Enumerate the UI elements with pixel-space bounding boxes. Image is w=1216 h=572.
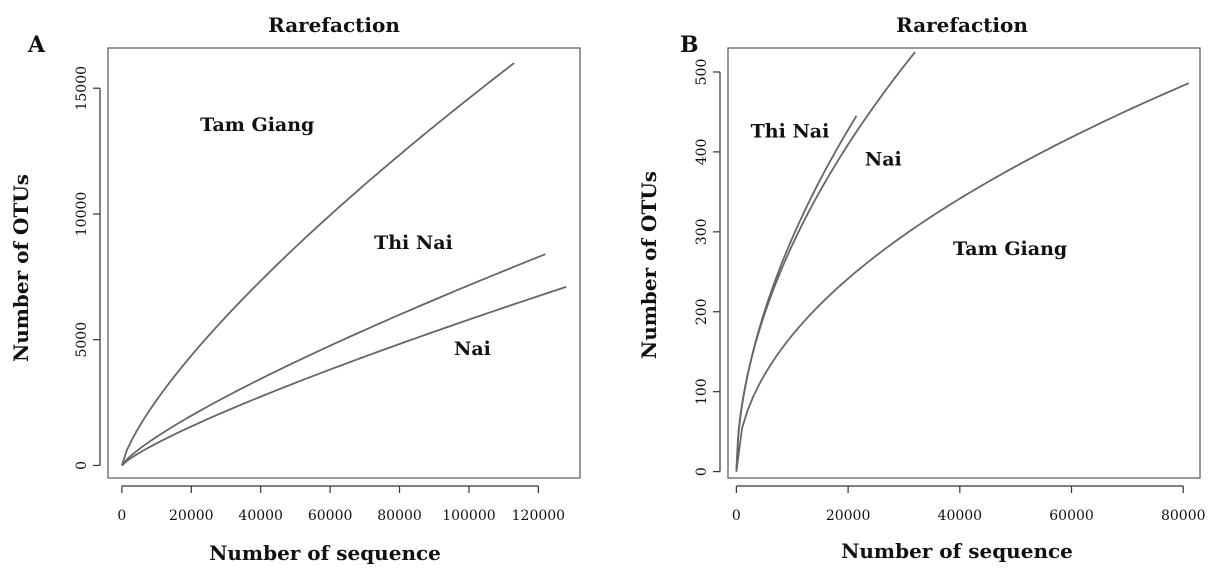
panel-a-curve-tam-giang <box>121 62 515 466</box>
panel-b-y-axis-label: Number of OTUs <box>637 171 661 359</box>
panel-a-x-tick-label: 0 <box>117 508 126 524</box>
panel-b-x-tick-label: 40000 <box>938 508 983 524</box>
panel-b-curve-nai <box>735 51 916 472</box>
panel-a-x-tick-label: 20000 <box>169 508 214 524</box>
panel-b-series-label-nai: Nai <box>865 148 902 170</box>
panel-a-curve-thi-nai <box>121 253 546 467</box>
panel-b-title: Rarefaction <box>896 13 1028 37</box>
panel-a-x-tick-label: 120000 <box>512 508 565 524</box>
panel-b-y-tick-label: 400 <box>694 139 710 166</box>
panel-a-y-tick-label: 10000 <box>74 192 90 237</box>
panel-a-plot-frame <box>107 47 581 479</box>
panel-b-y-tick-label: 500 <box>694 59 710 86</box>
panel-b-x-tick-label: 60000 <box>1049 508 1094 524</box>
panel-a-letter: A <box>27 32 46 58</box>
panel-b-y-tick-label: 100 <box>694 378 710 405</box>
panel-b-curve-thi-nai <box>735 115 858 472</box>
panel-b-letter: B <box>680 32 699 58</box>
panel-a-series-label-tam-giang: Tam Giang <box>200 114 314 136</box>
panel-a-y-axis-label: Number of OTUs <box>9 174 33 362</box>
panel-a-y-tick-label: 15000 <box>74 66 90 111</box>
panel-b-curve-tam-giang <box>735 82 1190 472</box>
panel-a-curve-nai <box>121 286 567 467</box>
panel-a-series-label-thi-nai: Thi Nai <box>374 232 453 254</box>
panel-a-x-tick-label: 100000 <box>442 508 495 524</box>
panel-b-x-axis-label: Number of sequence <box>841 539 1073 563</box>
panel-b-x-tick-label: 80000 <box>1161 508 1206 524</box>
panel-a-x-tick-label: 40000 <box>238 508 283 524</box>
panel-a-x-tick-label: 60000 <box>308 508 353 524</box>
panel-a-series-label-nai: Nai <box>454 338 491 360</box>
panel-b-y-tick-label: 0 <box>694 467 710 476</box>
panel-b-x-tick-label: 0 <box>732 508 741 524</box>
panel-b-y-tick-label: 300 <box>694 218 710 245</box>
panel-a-x-tick-label: 80000 <box>377 508 422 524</box>
panel-a-y-tick-label: 0 <box>74 461 90 470</box>
panel-b: B Rarefaction 0 20000 40000 60000 80000 0 100 20… <box>637 13 1206 563</box>
panel-b-series-label-thi-nai: Thi Nai <box>751 121 830 143</box>
panel-a-x-axis-label: Number of sequence <box>209 541 441 565</box>
panel-b-series-label-tam-giang: Tam Giang <box>953 238 1067 260</box>
panel-b-y-tick-label: 200 <box>694 298 710 325</box>
panel-a-title: Rarefaction <box>268 13 400 37</box>
panel-b-plot-frame <box>727 47 1201 479</box>
panel-b-x-tick-label: 20000 <box>826 508 871 524</box>
panel-a-y-tick-label: 5000 <box>74 322 90 358</box>
